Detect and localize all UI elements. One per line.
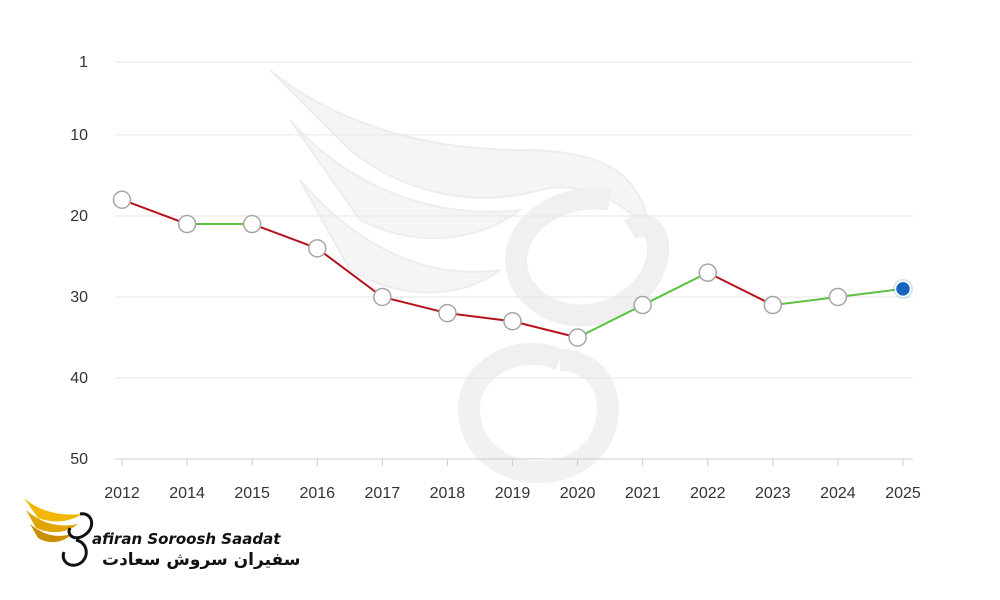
data-point [373,287,392,307]
line-segment [382,295,448,315]
x-tick-label: 2024 [820,485,856,502]
y-tick-label: 50 [70,451,88,468]
y-tick-label: 10 [70,127,88,144]
line-segment [512,320,578,339]
x-tick-label: 2012 [104,485,140,502]
series-markers [112,190,913,347]
data-point-current [894,280,912,298]
line-segment [577,304,644,339]
x-tick-label: 2016 [299,485,335,502]
line-segment [642,271,709,306]
y-axis: 1 10 20 30 40 50 [70,54,88,468]
data-point [308,239,327,258]
x-tick-label: 2014 [169,485,205,502]
y-tick-label: 20 [70,208,88,225]
line-segment [447,312,513,323]
series-line [121,198,904,339]
line-segment [316,247,383,298]
logo-text-persian: سفیران سروش سعادت [102,550,301,570]
line-segment [707,271,774,306]
data-point [112,190,132,209]
x-tick-label: 2017 [365,485,401,502]
x-tick-label: 2023 [755,485,791,502]
y-tick-label: 40 [70,370,88,387]
logo-text-english: afiran Soroosh Saadat [92,530,281,548]
line-segment [837,287,904,298]
data-point [698,263,717,282]
company-logo: afiran Soroosh Saadat سفیران سروش سعادت [20,492,300,582]
watermark-logo [269,69,670,483]
data-point [633,295,652,315]
line-segment [121,198,188,225]
data-point [763,295,783,315]
data-point [242,214,262,234]
data-point [503,312,522,331]
line-segment [251,223,318,250]
x-tick-label: 2019 [495,485,531,502]
x-tick-label: 2020 [560,485,596,502]
x-axis: 2012 2014 2015 2016 2017 2018 2019 2020 2021 2022… [104,459,921,502]
data-point [438,303,457,323]
data-point [568,328,587,347]
x-tick-label: 2018 [430,485,466,502]
data-point [828,287,848,307]
y-tick-label: 30 [70,289,88,306]
x-tick-label: 2015 [234,485,270,502]
data-point [177,214,197,234]
x-tick-label: 2025 [885,485,921,502]
line-segment [772,295,839,307]
x-tick-label: 2022 [690,485,726,502]
y-tick-label: 1 [79,54,88,71]
golden-wing-icon [24,498,94,567]
x-tick-label: 2021 [625,485,661,502]
